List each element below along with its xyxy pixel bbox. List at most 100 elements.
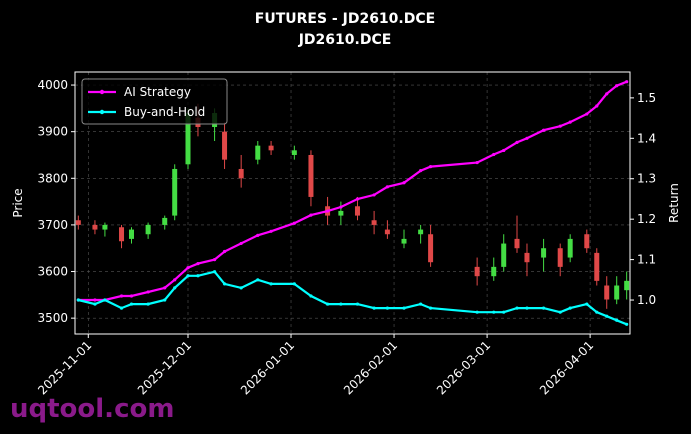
candle-body [614,285,620,300]
series-marker [163,286,167,290]
y2-tick-label: 1.4 [637,131,656,145]
series-marker [212,258,217,262]
series-marker [372,193,376,197]
series-marker [615,84,619,88]
series-marker [428,306,433,310]
y-tick-label: 3600 [37,265,68,279]
watermark: uqtool.com [10,394,174,424]
y2-tick-label: 1.2 [637,212,656,226]
candle-body [291,150,297,155]
series-marker [93,302,97,306]
series-marker [502,310,506,314]
series-marker [525,306,529,310]
series-marker [292,221,296,225]
series-marker [103,298,107,302]
series-marker [605,314,609,318]
candle-body [222,131,228,160]
candle-body [185,113,191,165]
series-marker [173,278,177,282]
legend-label: AI Strategy [124,85,191,99]
series-marker [492,310,496,314]
x-tick-label: 2025-11-01 [35,338,94,397]
series-marker [402,306,406,310]
series-line [78,80,628,302]
y-tick-label: 3800 [37,171,68,185]
series-marker [269,282,273,286]
series-marker [419,169,423,173]
series-marker [129,294,134,298]
candle-body [172,168,178,216]
series-marker [355,197,360,201]
legend-marker [99,89,105,95]
x-tick-label: 2026-03-01 [434,338,493,397]
candle-body [401,238,407,244]
series-marker [625,80,629,84]
series-marker [568,120,572,124]
series-marker [93,298,97,302]
candle-body [145,224,151,235]
series-marker [525,136,529,140]
y-axis-label: Price [11,188,25,217]
series-marker [492,152,496,157]
series-marker [515,140,519,144]
series-marker [355,302,360,306]
series-marker [339,205,343,209]
series-marker [222,282,227,286]
candle-body [268,145,274,151]
series-marker [269,229,273,233]
series-marker [402,181,406,185]
series-marker [595,104,599,108]
candle-body [238,168,244,179]
series-marker [428,165,433,169]
series-marker [385,306,389,310]
candle-body [514,238,520,249]
candle-body [524,252,530,263]
series-marker [615,318,619,322]
series-marker [541,128,546,132]
candle-body [624,280,630,291]
candle-body [491,266,497,277]
series-marker [196,274,200,278]
series-marker [146,302,150,306]
candle-body [75,220,81,225]
series-marker [502,148,506,153]
series-marker [239,286,243,290]
y2-axis-label: Return [667,183,681,223]
candle-body [128,229,134,239]
y-tick-label: 3500 [37,311,68,325]
series-marker [309,213,313,217]
candle-body [354,206,360,216]
candle-body [102,224,108,230]
candle-body [428,234,434,263]
candle-body [557,248,563,267]
candle-body [501,243,507,267]
plot-frame [74,71,631,335]
series-marker [186,274,190,278]
candle-body [584,234,590,249]
series-marker [515,306,519,310]
series-marker [558,310,562,314]
candle-body [418,229,424,235]
series-marker [309,294,313,298]
series-marker [256,278,260,282]
series-marker [222,249,227,254]
y-tick-label: 3900 [37,125,68,139]
x-tick-label: 2026-01-01 [238,338,297,397]
candle-body [604,285,610,300]
series-marker [292,282,296,286]
series-marker [325,209,330,213]
series-marker [585,112,589,116]
series-marker [585,302,589,306]
series-marker [173,286,177,290]
y2-tick-label: 1.3 [637,172,656,186]
candle-body [384,229,390,235]
series-marker [146,290,150,294]
candle-body [255,145,261,160]
series-marker [212,270,217,274]
y-tick-label: 3700 [37,218,68,232]
y2-tick-label: 1.5 [637,91,656,105]
series-line [78,270,628,326]
series-marker [558,124,562,128]
series-marker [129,302,134,306]
